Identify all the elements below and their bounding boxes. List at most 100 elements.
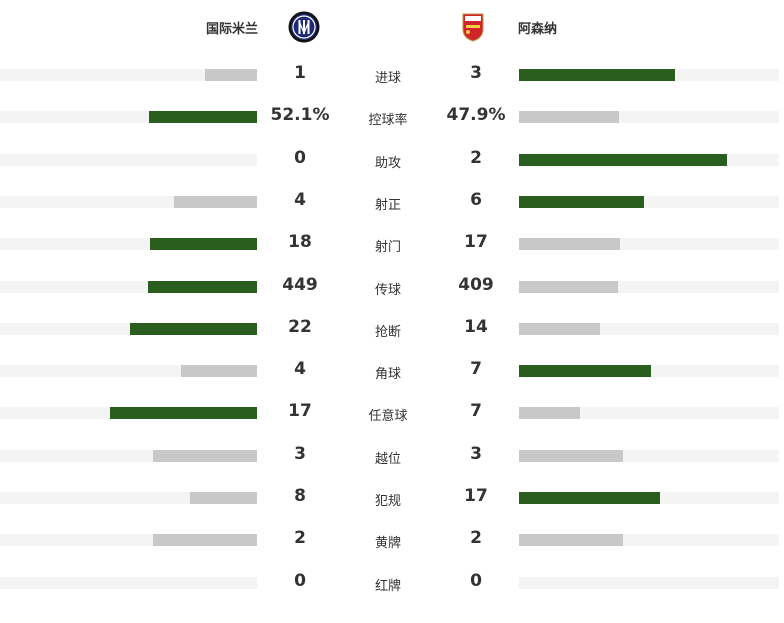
home-stat-value: 449 — [282, 274, 318, 295]
stat-label: 传球 — [374, 282, 401, 298]
away-stat-value: 0 — [470, 570, 482, 591]
stat-label: 进球 — [374, 71, 401, 86]
stat-row: 4 射正 6 — [0, 187, 784, 217]
away-stat-value: 47.9% — [446, 105, 506, 126]
away-stat-bar — [519, 365, 652, 378]
stat-row: 0 助攻 2 — [0, 145, 784, 175]
away-bar-track — [519, 534, 779, 547]
home-stat-value: 4 — [294, 189, 306, 210]
away-stat-bar — [519, 492, 661, 504]
inter-milan-logo-icon[interactable] — [288, 11, 320, 43]
home-bar-track — [0, 69, 257, 81]
home-stat-value: 8 — [294, 486, 306, 506]
home-stat-value: 22 — [288, 316, 312, 337]
home-bar-track — [0, 111, 257, 124]
away-bar-track — [519, 492, 779, 504]
home-bar-track — [0, 534, 257, 547]
stat-label: 射正 — [374, 197, 401, 213]
match-header: 国际米兰 阿森纳 — [0, 0, 784, 54]
stat-label: 黄牌 — [374, 536, 401, 552]
stat-row: 1 进球 3 — [0, 60, 784, 90]
away-bar-track — [519, 238, 779, 251]
home-stat-value: 0 — [294, 147, 306, 168]
home-team-name[interactable]: 国际米兰 — [205, 22, 258, 37]
home-bar-track — [0, 322, 257, 335]
away-stat-value: 7 — [470, 359, 482, 380]
home-bar-track — [0, 365, 257, 378]
away-stat-bar — [519, 407, 580, 420]
away-stat-value: 6 — [470, 189, 482, 210]
away-stat-bar — [519, 322, 600, 335]
away-stat-value: 17 — [464, 486, 488, 506]
stat-label: 控球率 — [368, 113, 408, 129]
home-bar-track — [0, 576, 257, 589]
home-stat-value: 0 — [294, 570, 306, 591]
home-stat-value: 2 — [294, 528, 306, 549]
home-stat-value: 17 — [288, 401, 312, 422]
home-stat-bar — [148, 111, 257, 124]
home-stat-bar — [148, 280, 257, 293]
home-stat-value: 18 — [288, 232, 312, 253]
home-stat-value: 52.1% — [270, 105, 330, 126]
stat-label: 红牌 — [374, 578, 401, 594]
away-stat-bar — [519, 111, 619, 124]
home-bar-track — [0, 238, 257, 251]
home-stat-bar — [129, 322, 257, 335]
stat-row: 2 黄牌 2 — [0, 525, 784, 555]
stat-row: 22 抢断 14 — [0, 314, 784, 344]
away-stat-value: 3 — [470, 443, 482, 464]
away-team-name[interactable]: 阿森纳 — [518, 22, 558, 37]
stat-row: 4 角球 7 — [0, 356, 784, 386]
away-stat-value: 17 — [464, 232, 488, 253]
home-stat-bar — [150, 238, 257, 251]
away-stat-value: 2 — [470, 147, 482, 168]
away-stat-bar — [519, 534, 623, 547]
home-stat-value: 3 — [294, 443, 306, 464]
stat-row: 17 任意球 7 — [0, 398, 784, 428]
stat-row: 52.1% 控球率 47.9% — [0, 102, 784, 132]
home-stat-bar — [153, 534, 257, 547]
away-bar-track — [519, 69, 779, 81]
home-bar-track — [0, 492, 257, 504]
away-stat-value: 409 — [458, 274, 494, 295]
home-stat-bar — [181, 365, 257, 378]
away-stat-value: 2 — [470, 528, 482, 549]
away-stat-value: 7 — [470, 401, 482, 422]
away-stat-bar — [519, 238, 621, 251]
away-bar-track — [519, 449, 779, 462]
away-bar-track — [519, 322, 779, 335]
stat-label: 犯规 — [374, 494, 401, 509]
stat-label: 抢断 — [374, 324, 401, 340]
away-stat-value: 3 — [470, 63, 482, 83]
home-bar-track — [0, 195, 257, 208]
stat-row: 3 越位 3 — [0, 441, 784, 471]
stat-label: 射门 — [374, 240, 401, 256]
home-stat-bar — [109, 407, 257, 420]
home-stat-bar — [173, 195, 257, 208]
home-stat-value: 1 — [294, 63, 306, 83]
away-stat-value: 14 — [464, 316, 488, 337]
arsenal-logo-icon[interactable] — [457, 11, 489, 43]
home-bar-track — [0, 280, 257, 293]
away-bar-track — [519, 365, 779, 378]
home-stat-value: 4 — [294, 359, 306, 380]
stat-row: 449 传球 409 — [0, 272, 784, 302]
stat-row: 0 红牌 0 — [0, 568, 784, 598]
home-stat-bar — [190, 492, 257, 504]
away-bar-track — [519, 153, 779, 166]
home-stat-bar — [153, 449, 257, 462]
away-bar-track — [519, 280, 779, 293]
home-bar-track — [0, 407, 257, 420]
away-bar-track — [519, 407, 779, 420]
away-stat-bar — [519, 449, 623, 462]
home-bar-track — [0, 449, 257, 462]
away-stat-bar — [519, 69, 675, 81]
away-stat-bar — [519, 280, 619, 293]
away-stat-bar — [519, 195, 644, 208]
away-stat-bar — [519, 153, 727, 166]
stat-label: 越位 — [374, 451, 401, 467]
stat-row: 8 犯规 17 — [0, 483, 784, 513]
stat-label: 角球 — [374, 367, 401, 383]
home-stat-bar — [205, 69, 257, 81]
stat-row: 18 射门 17 — [0, 229, 784, 259]
